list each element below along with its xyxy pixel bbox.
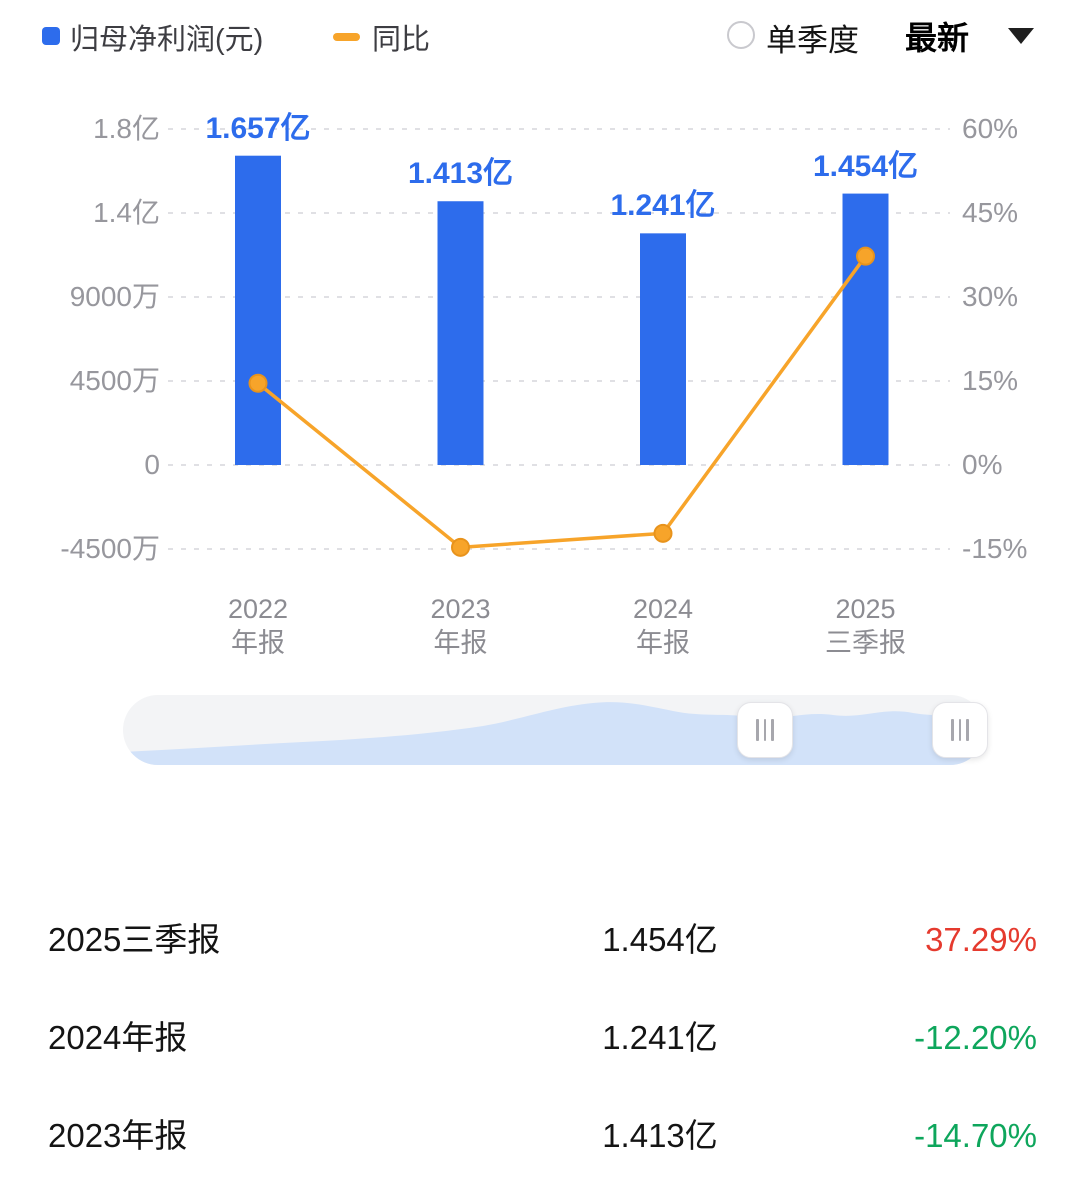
profit-bar[interactable] — [640, 233, 686, 465]
right-axis-tick: 60% — [962, 113, 1019, 144]
legend-bar-series-label: 归母净利润(元) — [70, 24, 264, 56]
period-dropdown[interactable]: 最新 — [905, 20, 970, 56]
chevron-down-icon[interactable] — [1008, 28, 1034, 44]
yoy-point[interactable] — [248, 373, 268, 393]
datazoom-handle-left[interactable] — [737, 702, 793, 758]
line-series-swatch-icon — [333, 33, 360, 41]
single-quarter-radio[interactable] — [727, 21, 755, 49]
x-axis-label: 2024 年报 — [632, 594, 694, 658]
left-axis-tick: 4500万 — [69, 365, 160, 396]
yoy-point[interactable] — [451, 537, 470, 557]
left-axis-tick: 1.8亿 — [93, 113, 160, 144]
left-axis-tick: -4500万 — [60, 533, 160, 564]
bar-value-label: 1.413亿 — [407, 157, 514, 191]
profit-cell: 1.241亿 — [602, 1019, 718, 1056]
table-row: 2025三季报 1.454亿 37.29% — [0, 912, 1080, 968]
right-axis-tick: -15% — [962, 533, 1028, 564]
left-axis-tick: 0 — [144, 449, 160, 480]
datazoom-handle-right[interactable] — [932, 702, 988, 758]
x-axis-label: 2025 三季报 — [825, 594, 906, 658]
left-axis-tick: 9000万 — [69, 281, 160, 312]
table-row: 2024年报 1.241亿 -12.20% — [0, 1010, 1080, 1066]
x-axis-label: 2023 年报 — [430, 594, 491, 658]
period-cell: 2023年报 — [48, 1117, 188, 1154]
profit-cell: 1.454亿 — [602, 921, 718, 958]
yoy-point[interactable] — [653, 523, 673, 543]
single-quarter-label[interactable]: 单季度 — [766, 23, 859, 58]
x-axis-label: 2022 年报 — [227, 594, 289, 658]
bar-series-swatch-icon — [42, 27, 60, 45]
yoy-line — [256, 254, 868, 550]
profit-bar[interactable] — [437, 201, 484, 466]
chart-area: 1.8亿 1.4亿 9000万 4500万 0 -4500万 60% 45% 30% 15% 0% -… — [60, 111, 1028, 658]
left-axis-tick: 1.4亿 — [93, 197, 160, 228]
table-row: 2023年报 1.413亿 -14.70% — [0, 1108, 1080, 1164]
profit-cell: 1.413亿 — [602, 1117, 718, 1154]
profit-bar[interactable] — [235, 155, 281, 465]
right-axis-tick: 0% — [962, 449, 1003, 480]
yoy-point[interactable] — [856, 246, 875, 266]
right-axis-tick: 45% — [962, 197, 1019, 228]
yoy-value-0: 37.29% — [925, 921, 1037, 958]
bar-value-label: 1.241亿 — [610, 189, 716, 223]
period-cell: 2024年报 — [48, 1019, 188, 1056]
yoy-value-2: -14.70% — [914, 1117, 1037, 1154]
datazoom-area-silhouette — [123, 702, 985, 765]
legend-line-series-label: 同比 — [372, 24, 431, 56]
bar-value-label: 1.657亿 — [205, 111, 311, 145]
bar-value-label: 1.454亿 — [812, 149, 919, 183]
right-axis-tick: 30% — [962, 281, 1019, 312]
yoy-value-1: -12.20% — [914, 1019, 1037, 1056]
table-header: 展开分析 归母净利润(元) 同比 — [0, 826, 1080, 870]
period-cell: 2025三季报 — [48, 921, 221, 958]
right-axis-tick: 15% — [962, 365, 1019, 396]
profit-bar[interactable] — [842, 193, 889, 465]
datazoom-track[interactable] — [123, 695, 985, 765]
chart-plot — [168, 128, 950, 557]
